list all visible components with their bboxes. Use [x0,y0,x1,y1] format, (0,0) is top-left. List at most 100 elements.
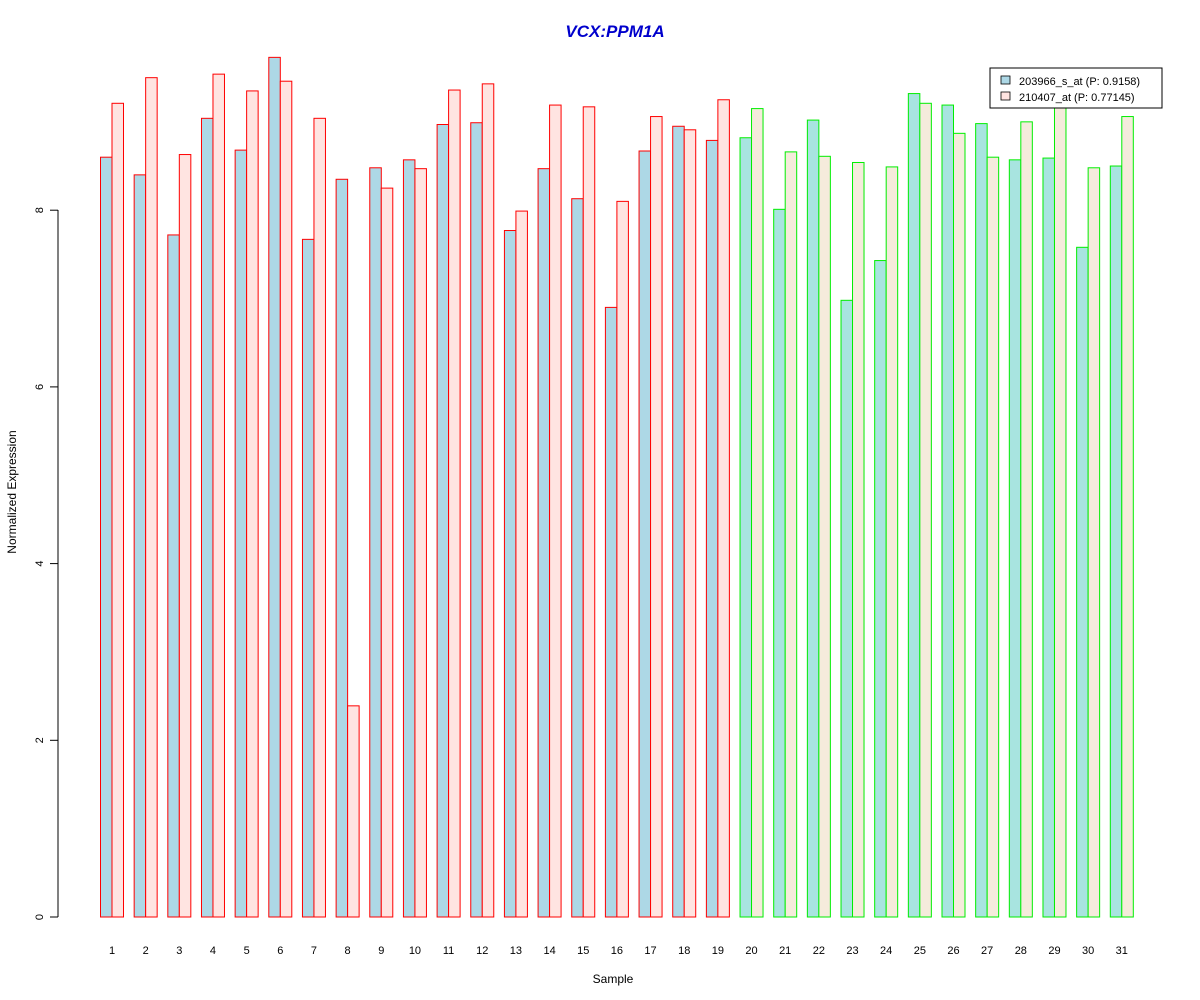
bar-sample-19-series-1 [705,139,719,918]
x-tick-label-2: 2 [143,945,149,957]
bar-sample-23-series-2 [852,161,865,918]
bar-sample-24-series-2 [885,166,899,918]
bar-sample-25-series-2 [919,102,932,918]
bar-sample-16-series-2 [616,200,629,918]
x-tick-label-5: 5 [244,945,250,957]
bar-sample-28-series-2 [1020,121,1033,918]
bar-sample-30-series-2 [1087,167,1101,918]
x-tick-labels: 1 2 3 4 5 6 7 8 9 10 11 12 13 14 15 16 17 18 19 20 21 22 23 24 2… [109,945,1128,957]
bar-sample-4-series-1 [200,117,214,918]
x-tick-label-17: 17 [644,945,656,957]
x-tick-label-31: 31 [1116,945,1128,957]
bar-sample-20-series-2 [751,108,764,918]
bar-sample-13-series-2 [515,210,528,918]
bar-sample-14-series-2 [549,104,562,918]
bar-sample-22-series-2 [818,155,831,918]
y-tick-label-3: 6 [34,384,46,390]
legend-swatch-series-2 [1000,91,1011,101]
bar-sample-25-series-1 [907,93,921,918]
legend: 203966_s_at (P: 0.9158) 210407_at (P: 0.… [989,67,1163,109]
bar-sample-8-series-1 [335,178,349,918]
x-tick-label-28: 28 [1015,945,1027,957]
bar-sample-27-series-1 [975,123,988,918]
x-tick-label-12: 12 [476,945,488,957]
bar-sample-4-series-2 [212,73,225,918]
y-tick-label-1: 2 [34,737,46,743]
x-tick-label-4: 4 [210,945,216,957]
bar-sample-29-series-2 [1053,103,1067,918]
bar-sample-28-series-1 [1008,159,1022,918]
legend-swatch-series-1 [1000,75,1011,85]
x-tick-label-11: 11 [443,945,454,957]
bar-sample-14-series-1 [537,168,551,918]
bar-sample-22-series-1 [806,119,820,918]
bar-sample-2-series-1 [133,174,147,918]
x-tick-label-15: 15 [577,945,589,957]
bar-sample-15-series-1 [571,198,584,918]
bar-sample-20-series-1 [739,137,753,918]
legend-label-series-2: 210407_at (P: 0.77145) [1019,92,1135,104]
bar-sample-26-series-1 [941,104,954,918]
x-tick-label-3: 3 [176,945,182,957]
bar-sample-29-series-1 [1042,157,1055,918]
bars-layer [100,56,1134,918]
x-tick-label-29: 29 [1048,945,1060,957]
bar-sample-11-series-1 [436,124,450,918]
bar-sample-31-series-1 [1109,165,1123,918]
x-tick-label-23: 23 [846,945,858,957]
bar-sample-6-series-1 [268,56,281,918]
bar-sample-12-series-1 [470,122,483,918]
x-tick-label-30: 30 [1082,945,1094,957]
bar-sample-13-series-1 [503,230,517,918]
chart-title: VCX:PPM1A [565,22,664,41]
bar-sample-7-series-1 [301,238,315,918]
x-tick-label-19: 19 [712,945,724,957]
bar-sample-9-series-1 [369,167,382,918]
y-axis-label: Normalized Expression [5,430,19,553]
bar-sample-16-series-1 [604,306,618,918]
x-axis-label: Sample [593,972,634,986]
x-tick-label-18: 18 [678,945,690,957]
bar-sample-30-series-1 [1076,246,1089,918]
legend-box [989,67,1163,109]
bar-sample-23-series-1 [840,299,854,918]
bar-sample-19-series-2 [717,99,730,918]
bar-sample-27-series-2 [986,156,1000,918]
bar-sample-21-series-2 [784,151,798,918]
x-tick-label-22: 22 [813,945,825,957]
x-tick-label-9: 9 [378,945,384,957]
bar-sample-6-series-2 [279,80,293,918]
x-tick-label-27: 27 [981,945,993,957]
x-tick-label-1: 1 [109,945,115,957]
x-tick-label-25: 25 [914,945,926,957]
bar-sample-10-series-1 [402,159,416,918]
bar-sample-24-series-1 [874,260,887,918]
bar-sample-1-series-2 [111,102,124,918]
bar-sample-17-series-1 [638,150,652,918]
bar-sample-7-series-2 [313,117,326,918]
x-tick-label-16: 16 [611,945,623,957]
bar-sample-18-series-1 [672,125,685,918]
y-tick-label-0: 0 [34,914,46,920]
x-tick-label-14: 14 [543,945,555,957]
bar-sample-15-series-2 [582,106,596,918]
x-tick-label-10: 10 [409,945,421,957]
x-tick-label-21: 21 [779,945,791,957]
x-tick-label-8: 8 [345,945,351,957]
bar-sample-18-series-2 [683,129,697,918]
bar-sample-1-series-1 [100,156,113,918]
bar-sample-31-series-2 [1121,116,1134,918]
y-tick-label-2: 4 [34,561,46,567]
x-tick-label-6: 6 [277,945,283,957]
y-tick-label-4: 8 [34,207,46,213]
x-tick-label-26: 26 [947,945,959,957]
bar-sample-17-series-2 [650,116,663,918]
bar-sample-10-series-2 [414,168,427,918]
bar-sample-3-series-1 [167,234,180,918]
bar-sample-9-series-2 [380,187,394,918]
bar-sample-5-series-2 [246,90,259,918]
bar-sample-21-series-1 [773,208,786,918]
bar-sample-2-series-2 [145,77,158,918]
legend-label-series-1: 203966_s_at (P: 0.9158) [1019,76,1140,88]
